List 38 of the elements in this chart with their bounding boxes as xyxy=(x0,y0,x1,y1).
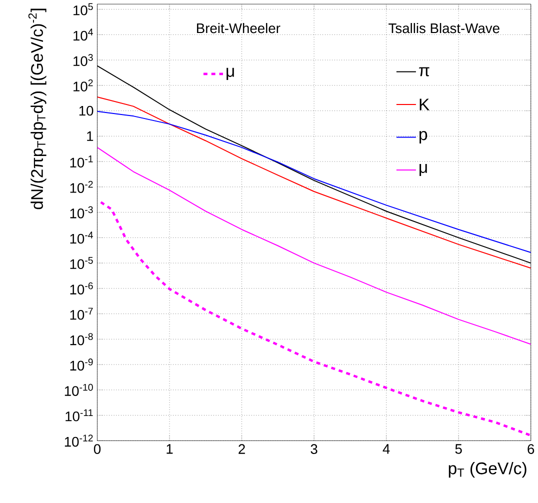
line-series xyxy=(97,110,531,253)
x-tick-label: 1 xyxy=(166,444,173,454)
y-tick-label: 10$^{-9}$ xyxy=(70,358,93,370)
y-tick-label: 10$^{-12}$ xyxy=(64,434,93,447)
legend-label: μ xyxy=(226,68,234,80)
x-tick-label: 0 xyxy=(94,444,101,454)
legend-label: p xyxy=(420,130,428,144)
y-tick-label: 10$^{-1}$ xyxy=(70,155,93,168)
y-tick-label: 10$^{2}$ xyxy=(74,79,93,92)
x-axis-title: p$_{T}$ (GeV/c) xyxy=(448,462,526,478)
legend-label: μ xyxy=(420,164,427,176)
legend-label: K xyxy=(420,98,430,110)
y-tick-label: 10$^{3}$ xyxy=(74,54,93,66)
line-series xyxy=(97,96,531,269)
y-tick-label: 10$^{4}$ xyxy=(74,28,93,41)
y-tick-label: 10$^{-8}$ xyxy=(70,333,93,346)
y-tick-label: 10$^{-4}$ xyxy=(70,232,93,244)
y-tick-label: 10$^{-6}$ xyxy=(70,282,93,294)
y-tick-label: 10$^{-3}$ xyxy=(70,206,93,218)
line-series xyxy=(100,200,531,437)
y-tick-label: 1 xyxy=(87,131,94,141)
y-tick-label: 10$^{-2}$ xyxy=(70,180,93,193)
y-tick-label: 10$^{-11}$ xyxy=(66,409,93,422)
line-series xyxy=(97,146,531,345)
y-tick-label: 10 xyxy=(79,106,94,116)
x-tick-label: 5 xyxy=(455,444,462,454)
x-tick-label: 6 xyxy=(528,444,534,454)
annotation: Tsallis Blast-Wave xyxy=(388,22,500,34)
x-tick-label: 4 xyxy=(382,444,390,454)
y-tick-label: 10$^{-5}$ xyxy=(70,256,93,269)
annotation: Breit-Wheeler xyxy=(197,22,280,34)
x-tick-label: 3 xyxy=(310,444,318,454)
x-tick-label: 2 xyxy=(238,444,245,454)
y-tick-label: 10$^{-10}$ xyxy=(64,384,93,396)
legend-label: π xyxy=(419,67,430,76)
y-tick-label: 10$^{-7}$ xyxy=(70,308,93,320)
y-axis-title: dN/(2πp$_{T}$dp$_{T}$dy) [(GeV/c)$^{-2}$] xyxy=(28,8,46,210)
y-tick-label: 10$^{5}$ xyxy=(74,3,93,16)
